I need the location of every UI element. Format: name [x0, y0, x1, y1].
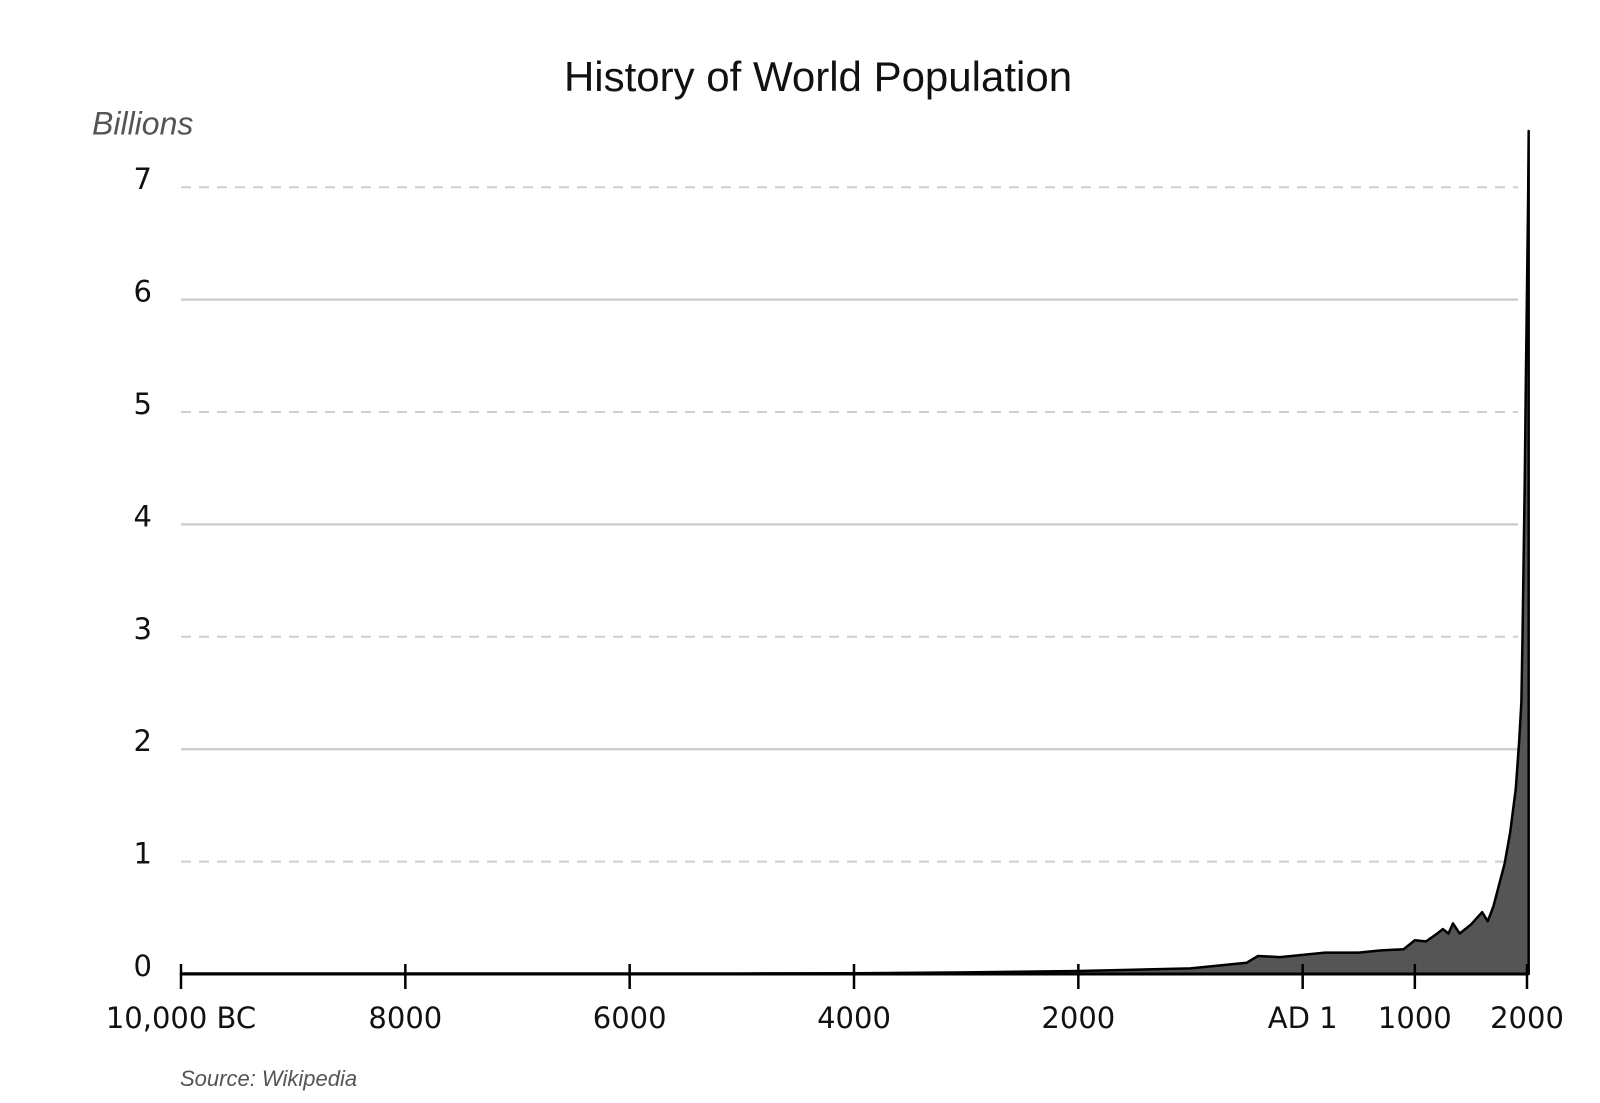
y-tick-label: 3 — [134, 612, 152, 646]
chart-title: History of World Population — [564, 53, 1072, 100]
x-tick-label: 10,000 BC — [106, 1001, 256, 1035]
x-tick-label: 2000 — [1041, 1001, 1115, 1035]
y-tick-label: 2 — [134, 724, 152, 758]
y-tick-label: 5 — [134, 387, 152, 421]
x-tick-label: 1000 — [1378, 1001, 1452, 1035]
y-tick-label: 4 — [134, 499, 152, 533]
y-tick-label: 7 — [134, 162, 152, 196]
y-tick-label: 6 — [134, 275, 152, 309]
x-tick-label: 8000 — [368, 1001, 442, 1035]
y-tick-label: 1 — [134, 837, 152, 871]
x-tick-label: 2000 — [1490, 1001, 1564, 1035]
source-note: Source: Wikipedia — [180, 1066, 357, 1091]
y-tick-label: 0 — [134, 949, 152, 983]
area — [179, 129, 1530, 976]
x-tick-label: 6000 — [593, 1001, 667, 1035]
x-tick-label: 4000 — [817, 1001, 891, 1035]
y-axis-label: Billions — [92, 105, 193, 141]
x-tick-label: AD 1 — [1268, 1001, 1338, 1035]
